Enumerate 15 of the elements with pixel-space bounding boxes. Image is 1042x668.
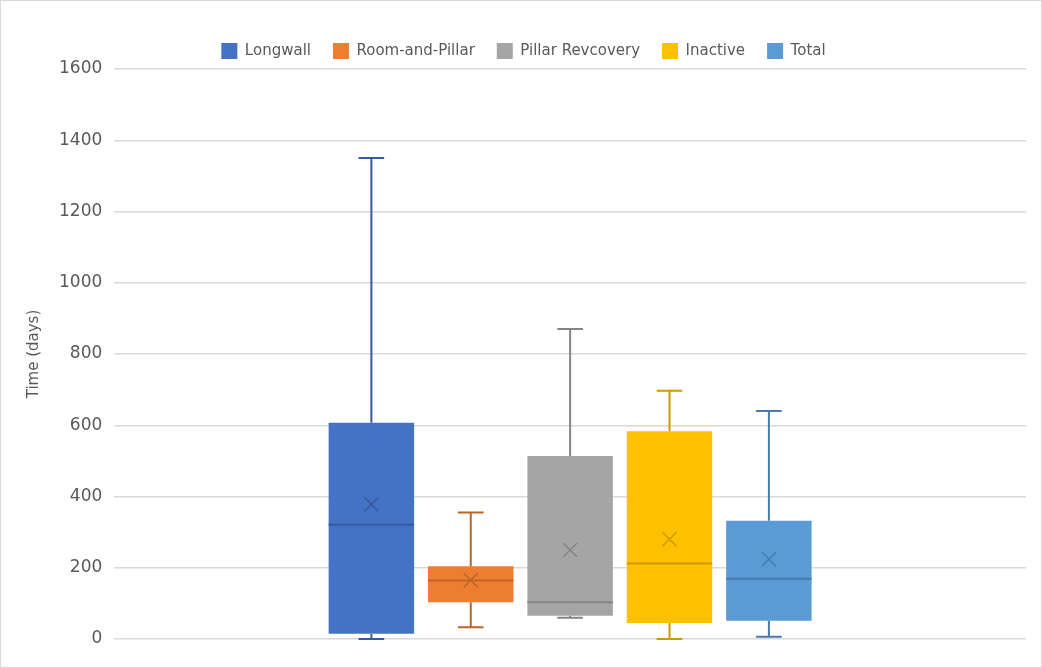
y-tick-label: 200 [69,556,103,577]
legend-label: Total [789,40,826,59]
y-tick-label: 1000 [59,271,103,292]
legend-label: Inactive [685,40,746,59]
legend-label: Pillar Revcovery [520,40,641,59]
legend-label: Longwall [244,40,311,59]
y-tick-label: 1600 [59,57,103,78]
legend-label: Room-and-Pillar [356,40,476,59]
y-axis-title: Time (days) [23,309,42,400]
y-tick-label: 600 [69,413,103,434]
y-tick-label: 1400 [59,128,103,149]
y-tick-label: 400 [69,484,103,505]
y-tick-label: 800 [69,342,103,363]
y-tick-label: 0 [91,627,103,648]
y-tick-label: 1200 [59,199,103,220]
